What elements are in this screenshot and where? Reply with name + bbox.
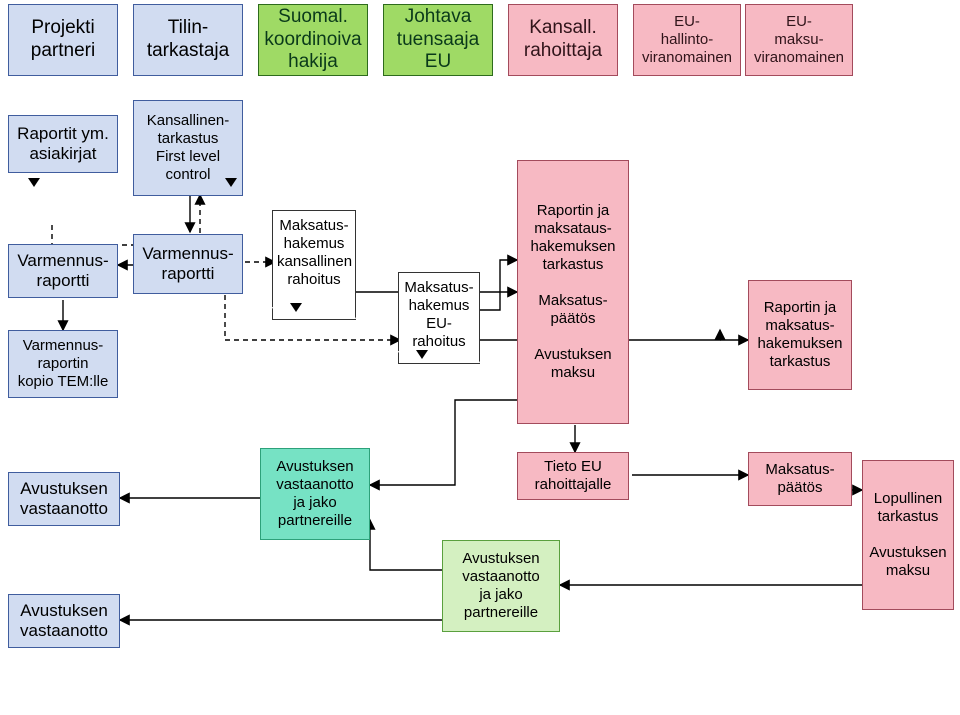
maksatushakemus-eu-doc: Maksatus-hakemusEU-rahoitus	[398, 272, 480, 364]
doc-label: Maksatus-hakemuskansallinenrahoitus	[277, 217, 352, 288]
lopullinen-tarkastus: Lopullinentarkastus Avustuksenmaksu	[862, 460, 954, 610]
avustuksen-vastaanotto-2: Avustuksenvastaanotto	[8, 594, 120, 648]
avustuksen-jako-2: Avustuksenvastaanottoja jakopartnereille	[442, 540, 560, 632]
avustuksen-jako-1: Avustuksenvastaanottoja jakopartnereille	[260, 448, 370, 540]
header-eu-hallinto: EU-hallinto-viranomainen	[633, 4, 741, 76]
header-suomal: Suomal.koordinoivahakija	[258, 4, 368, 76]
eu-maksatuspaatos: Maksatus-päätös	[748, 452, 852, 506]
header-tilintarkastaja: Tilin-tarkastaja	[133, 4, 243, 76]
header-eu-maksu-label: EU-maksu-viranomainen	[745, 4, 853, 76]
header-projekti: Projektipartneri	[8, 4, 118, 76]
tieto-eu-rahoittajalle: Tieto EUrahoittajalle	[517, 452, 629, 500]
arrow-icon	[416, 350, 428, 359]
eu-raportin-tarkastus: Raportin jamaksatus-hakemuksentarkastus	[748, 280, 852, 390]
varmennusraportti-1: Varmennus-raportti	[8, 244, 118, 298]
avustuksen-vastaanotto-1: Avustuksenvastaanotto	[8, 472, 120, 526]
arrow-icon	[225, 178, 237, 187]
doc-label: Maksatus-hakemusEU-rahoitus	[404, 279, 473, 350]
varmennusraportin-kopio: Varmennus-raportinkopio TEM:lle	[8, 330, 118, 398]
varmennusraportti-2: Varmennus-raportti	[133, 234, 243, 294]
header-johtava: Johtavatuensaaja EU	[383, 4, 493, 76]
arrow-icon	[290, 303, 302, 312]
arrow-icon	[28, 178, 40, 187]
kansall-raportin-tarkastus: Raportin jamaksataus-hakemuksentarkastus…	[517, 160, 629, 424]
maksatushakemus-kansallinen-doc: Maksatus-hakemuskansallinenrahoitus	[272, 210, 356, 320]
raportit-asiakirjat: Raportit ym.asiakirjat	[8, 115, 118, 173]
header-kansall: Kansall.rahoittaja	[508, 4, 618, 76]
